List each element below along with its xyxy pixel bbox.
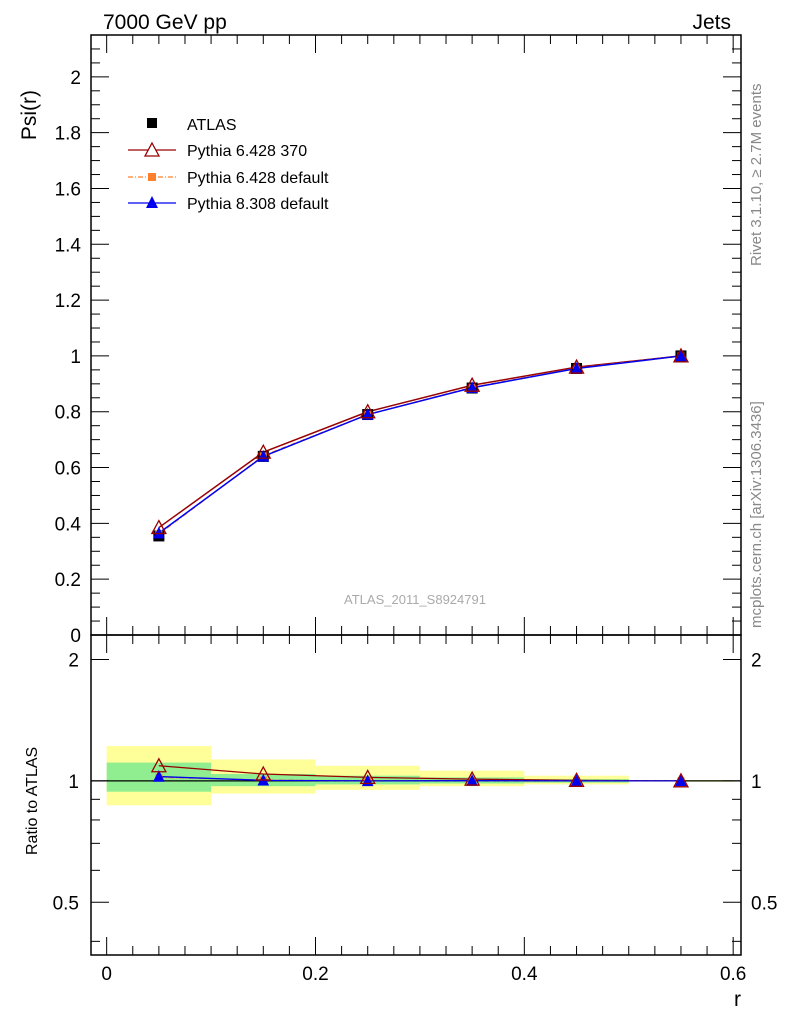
x-tick-label: 0.6 — [720, 964, 746, 985]
ratio-plot-frame — [90, 634, 742, 956]
ratio-pythia6-370-point — [359, 769, 376, 785]
main-y-tick-label: 1.4 — [55, 235, 82, 256]
pythia6-370-point — [255, 443, 272, 459]
main-y-tick-label: 0.2 — [55, 570, 81, 591]
main-y-tick-label: 0.8 — [55, 403, 81, 424]
pythia8-default-point — [570, 361, 583, 374]
pythia6-370-point — [150, 519, 167, 535]
ratio-pythia8-default-point — [153, 770, 165, 782]
pythia8-default-point — [361, 408, 374, 420]
main-y-tick-label: 1.2 — [55, 291, 81, 312]
uncertainty-bands — [91, 746, 741, 806]
x-tick-label: 0.2 — [302, 964, 328, 985]
pythia6-370-point — [464, 376, 481, 392]
ratio-y-tick-label-right: 0.5 — [751, 893, 777, 914]
rivet-label: Rivet 3.1.10, ≥ 2.7M events — [748, 84, 765, 267]
pythia6-370-point — [672, 347, 690, 363]
main-y-tick-label: 1.6 — [55, 179, 81, 200]
legend-label-atlas: ATLAS — [187, 117, 237, 134]
ratio-y-axis-label: Ratio to ATLAS — [24, 747, 41, 855]
energy-label: 7000 GeV pp — [103, 11, 227, 34]
line-pythia6-default — [158, 355, 682, 535]
line-pythia6-370 — [158, 355, 682, 529]
main-y-tick-label: 0 — [70, 626, 81, 647]
main-y-tick-label: 0.6 — [55, 459, 81, 480]
ratio-y-tick-label-right: 1 — [751, 772, 762, 793]
pythia8-default-point — [675, 349, 687, 362]
ratio-pythia6-370-point — [568, 771, 585, 787]
legend-marker-pythia6-default — [148, 173, 156, 181]
pythia6-370-point — [359, 403, 376, 419]
legend: ATLAS Pythia 6.428 370 Pythia 6.428 defa… — [128, 117, 329, 213]
ratio-pythia6-370-point — [150, 757, 167, 773]
series-lines — [158, 355, 682, 782]
ratio-pythia8-default-point — [675, 774, 687, 787]
legend-marker-atlas — [147, 118, 157, 128]
legend-label-pythia8-default: Pythia 8.308 default — [187, 196, 329, 213]
axis-ticks — [91, 34, 741, 955]
ratio-y-tick-label-left: 1 — [68, 772, 79, 793]
x-tick-label: 0 — [101, 964, 112, 985]
ratio-y-tick-label-left: 0.5 — [53, 893, 79, 914]
legend-label-pythia6-default: Pythia 6.428 default — [187, 170, 329, 187]
series-markers — [150, 347, 690, 788]
jets-label: Jets — [692, 11, 731, 34]
legend-marker-pythia6-370 — [143, 141, 161, 157]
main-y-tick-label: 1 — [70, 347, 81, 368]
ratio-y-tick-label-left: 2 — [68, 650, 79, 671]
main-y-tick-label: 1.8 — [55, 124, 81, 145]
line-pythia8-default — [158, 355, 682, 534]
main-y-tick-label: 2 — [70, 68, 81, 89]
pythia8-default-point — [466, 381, 478, 393]
ratio-y-tick-label-right: 2 — [751, 650, 762, 671]
legend-label-pythia6-370: Pythia 6.428 370 — [187, 143, 307, 160]
tick-labels: 0 0.2 0.4 0.6 0.8 1 1.2 1.4 1.6 1.8 2 0.5 0.5 1 1 2 2 0 0.… — [53, 68, 778, 985]
pythia8-default-point — [153, 526, 165, 539]
main-y-tick-label: 0.4 — [55, 514, 82, 535]
ratio-pythia8-default-point — [570, 774, 583, 787]
ratio-pythia6-370-point — [672, 772, 690, 788]
ratio-pythia6-370-point — [464, 770, 481, 786]
ratio-pythia8-default-point — [466, 774, 478, 786]
main-y-axis-label: Psi(r) — [18, 90, 41, 140]
x-tick-label: 0.4 — [511, 964, 538, 985]
ratio-line-pythia8-default — [158, 775, 681, 782]
ratio-pythia6-370-point — [255, 765, 272, 781]
legend-marker-pythia8-default — [146, 196, 158, 208]
analysis-label: ATLAS_2011_S8924791 — [344, 592, 486, 607]
mcplots-label: mcplots.cern.ch [arXiv:1306.3436] — [748, 401, 765, 628]
x-axis-label: r — [734, 988, 741, 1011]
pythia6-370-point — [568, 358, 585, 374]
